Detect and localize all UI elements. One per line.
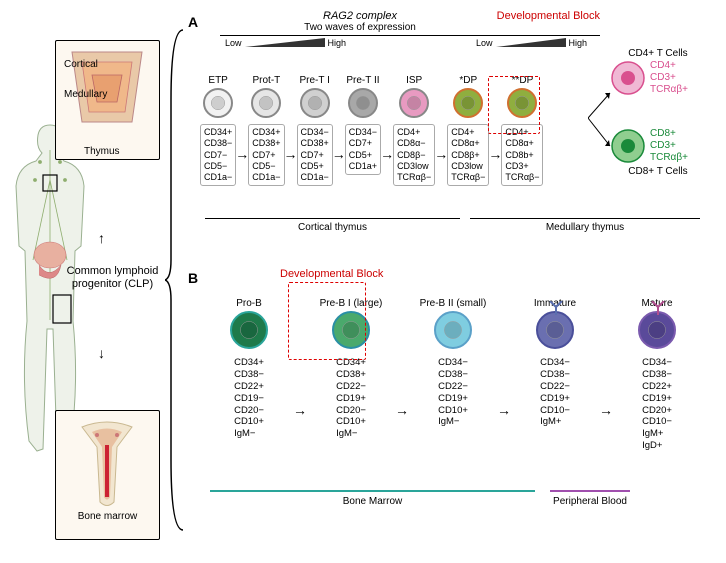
ramp-1	[245, 38, 325, 48]
stage-b-3: Immature CD34−CD38−CD22−CD19+CD10−IgM+	[516, 285, 594, 430]
arrow-a-4: →	[434, 146, 448, 162]
clp-label: Common lymphoid progenitor (CLP)	[65, 265, 160, 291]
arrow-b-2: →	[497, 402, 511, 418]
branch-arrows	[588, 88, 618, 158]
stage-a-5: *DP CD4+CD8α+CD8β+CD3lowTCRαβ−	[447, 62, 489, 186]
medullary-label: Medullary	[64, 89, 107, 100]
arrow-a-1: →	[284, 146, 298, 162]
stage-b-2: Pre-B II (small) CD34−CD38−CD22−CD19+CD1…	[414, 285, 492, 430]
medullary-region-label: Medullary thymus	[470, 222, 700, 233]
stage-a-0: ETP CD34+CD38−CD7−CD5−CD1a−	[200, 62, 236, 186]
dev-block-label-b: Developmental Block	[280, 268, 383, 280]
stage-a-1: Prot-T CD34+CD38+CD7+CD5−CD1a−	[248, 62, 284, 186]
arrow-b-1: →	[395, 402, 409, 418]
thymus-inset: Cortical Medullary Thymus	[55, 40, 160, 160]
stage-b-4: Mature CD34−CD38−CD22+CD19+CD20+CD10−IgM…	[618, 285, 696, 454]
arrow-b-3: →	[599, 402, 613, 418]
bone-marrow-inset: Bone marrow	[55, 410, 160, 540]
panel-b-stages: Pro-B CD34+CD38−CD22+CD19−CD20−CD10+IgM−…	[210, 285, 696, 454]
cortical-region-label: Cortical thymus	[205, 222, 460, 233]
arrow-a-5: →	[488, 146, 502, 162]
arrow-b-0: →	[293, 402, 307, 418]
stage-a-3: Pre-T II CD34−CD7+CD5+CD1a+	[345, 62, 381, 175]
dev-block-label-a: Developmental Block	[497, 10, 600, 22]
arrow-a-0: →	[235, 146, 249, 162]
panel-b-label: B	[188, 270, 198, 286]
brace-bracket	[165, 20, 185, 540]
bone-illustration	[62, 417, 152, 512]
cortical-region-line	[205, 218, 460, 219]
cd4-end: CD4+ T Cells CD4+CD3+TCRαβ+	[610, 48, 688, 96]
cd8-end: CD8+CD3+TCRαβ+ CD8+ T Cells	[610, 128, 688, 178]
low-label-2: Low	[476, 38, 493, 48]
stage-a-2: Pre-T I CD34−CD38+CD7+CD5+CD1a−	[297, 62, 333, 186]
stage-b-1: Pre-B I (large) CD34+CD38+CD22−CD19+CD20…	[312, 285, 390, 442]
arrow-a-3: →	[380, 146, 394, 162]
cd8-markers: CD8+CD3+TCRαβ+	[650, 128, 688, 164]
thymus-label: Thymus	[84, 146, 120, 157]
waves-subtitle: Two waves of expression	[240, 22, 480, 33]
rag2-title: RAG2 complex	[323, 10, 397, 22]
arrow-down: ↓	[98, 345, 105, 361]
pb-region-line	[550, 490, 630, 492]
stage-a-4: ISP CD4+CD8α−CD8β−CD3lowTCRαβ−	[393, 62, 435, 186]
cortical-label: Cortical	[64, 59, 98, 70]
cd4-markers: CD4+CD3+TCRαβ+	[650, 60, 688, 96]
stage-a-6: **DP CD4+CD8α+CD8b+CD3+TCRαβ−	[501, 62, 543, 186]
arrow-a-2: →	[332, 146, 346, 162]
cd4-title: CD4+ T Cells	[628, 48, 688, 60]
bm-region-line	[210, 490, 535, 492]
pb-region-label: Peripheral Blood	[540, 496, 640, 507]
high-label-2: High	[569, 38, 588, 48]
left-anatomy-panel: Cortical Medullary Thymus ↑ Common lymph…	[0, 0, 165, 563]
panel-a-stages: ETP CD34+CD38−CD7−CD5−CD1a−→Prot-T CD34+…	[200, 62, 543, 186]
medullary-region-line	[470, 218, 700, 219]
ramp-2	[496, 38, 566, 48]
panel-a-header: RAG2 complex Two waves of expression Dev…	[220, 10, 630, 48]
bone-marrow-label: Bone marrow	[62, 511, 153, 522]
low-label-1: Low	[225, 38, 242, 48]
stage-b-0: Pro-B CD34+CD38−CD22+CD19−CD20−CD10+IgM−	[210, 285, 288, 442]
panel-a-label: A	[188, 14, 198, 30]
right-panel: A RAG2 complex Two waves of expression D…	[190, 10, 720, 555]
cd8-title: CD8+ T Cells	[628, 166, 688, 178]
bm-region-label: Bone Marrow	[210, 496, 535, 507]
arrow-up: ↑	[98, 230, 105, 246]
high-label-1: High	[328, 38, 347, 48]
